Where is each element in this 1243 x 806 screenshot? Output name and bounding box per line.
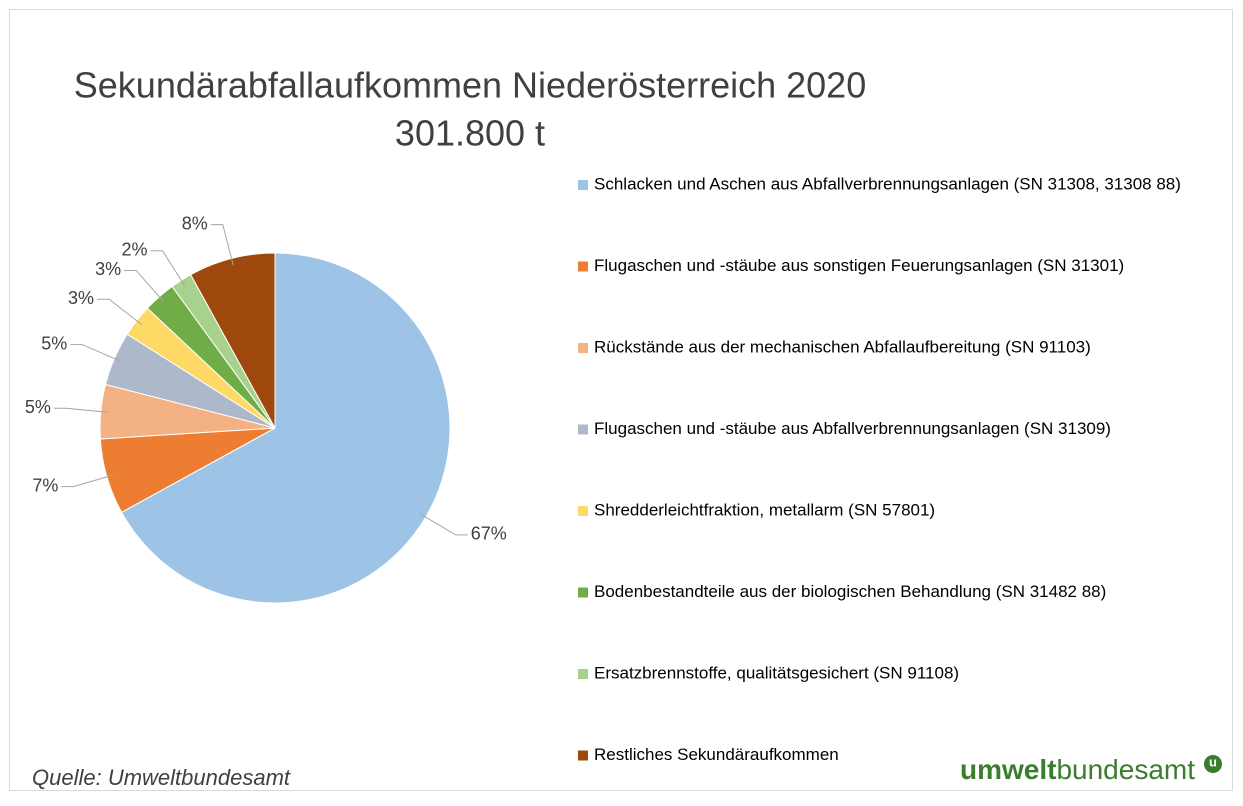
data-label: 3%: [95, 259, 121, 279]
legend-label: Flugaschen und -stäube aus sonstigen Feu…: [594, 256, 1124, 275]
logo: umweltbundesamt: [960, 754, 1195, 785]
logo-bold: umwelt: [960, 754, 1056, 785]
data-label: 67%: [471, 524, 507, 544]
legend-label: Bodenbestandteile aus der biologischen B…: [594, 582, 1106, 601]
data-label: 8%: [182, 213, 208, 233]
leader-line: [419, 513, 468, 536]
legend-swatch: [578, 506, 588, 516]
legend-label: Rückstände aus der mechanischen Abfallau…: [594, 337, 1091, 356]
leader-line: [150, 250, 186, 287]
leader-line: [53, 407, 108, 413]
logo-badge-bg: [1204, 755, 1222, 773]
legend-swatch: [578, 261, 588, 272]
legend-label: Shredderleichtfraktion, metallarm (SN 57…: [594, 500, 935, 519]
legend-swatch: [578, 343, 588, 353]
legend-label: Restliches Sekundäraufkommen: [594, 745, 839, 764]
chart-subtitle: 301.800 t: [395, 113, 545, 154]
legend-swatch: [578, 424, 588, 435]
data-label: 5%: [25, 397, 51, 417]
logo-regular: bundesamt: [1056, 754, 1195, 785]
data-label: 7%: [32, 475, 58, 495]
logo-badge: u: [1209, 754, 1217, 769]
data-label: 5%: [41, 333, 67, 353]
legend-label: Ersatzbrennstoffe, qualitätsgesichert (S…: [594, 663, 959, 682]
chart-title: Sekundärabfallaufkommen Niederösterreich…: [74, 65, 866, 106]
leader-line: [70, 344, 122, 362]
legend-swatch: [578, 669, 588, 679]
data-label: 2%: [121, 239, 147, 259]
leader-line: [124, 269, 165, 303]
legend-label: Flugaschen und -stäube aus Abfallverbren…: [594, 419, 1111, 438]
data-label: 3%: [68, 288, 94, 308]
leader-line: [97, 298, 143, 326]
legend-label: Schlacken und Aschen aus Abfallverbrennu…: [594, 174, 1181, 193]
leader-line: [210, 224, 234, 266]
legend-swatch: [578, 587, 588, 598]
legend-swatch: [578, 750, 588, 761]
legend-swatch: [578, 180, 588, 190]
source: Quelle: Umweltbundesamt: [32, 765, 291, 790]
leader-line: [61, 474, 114, 488]
